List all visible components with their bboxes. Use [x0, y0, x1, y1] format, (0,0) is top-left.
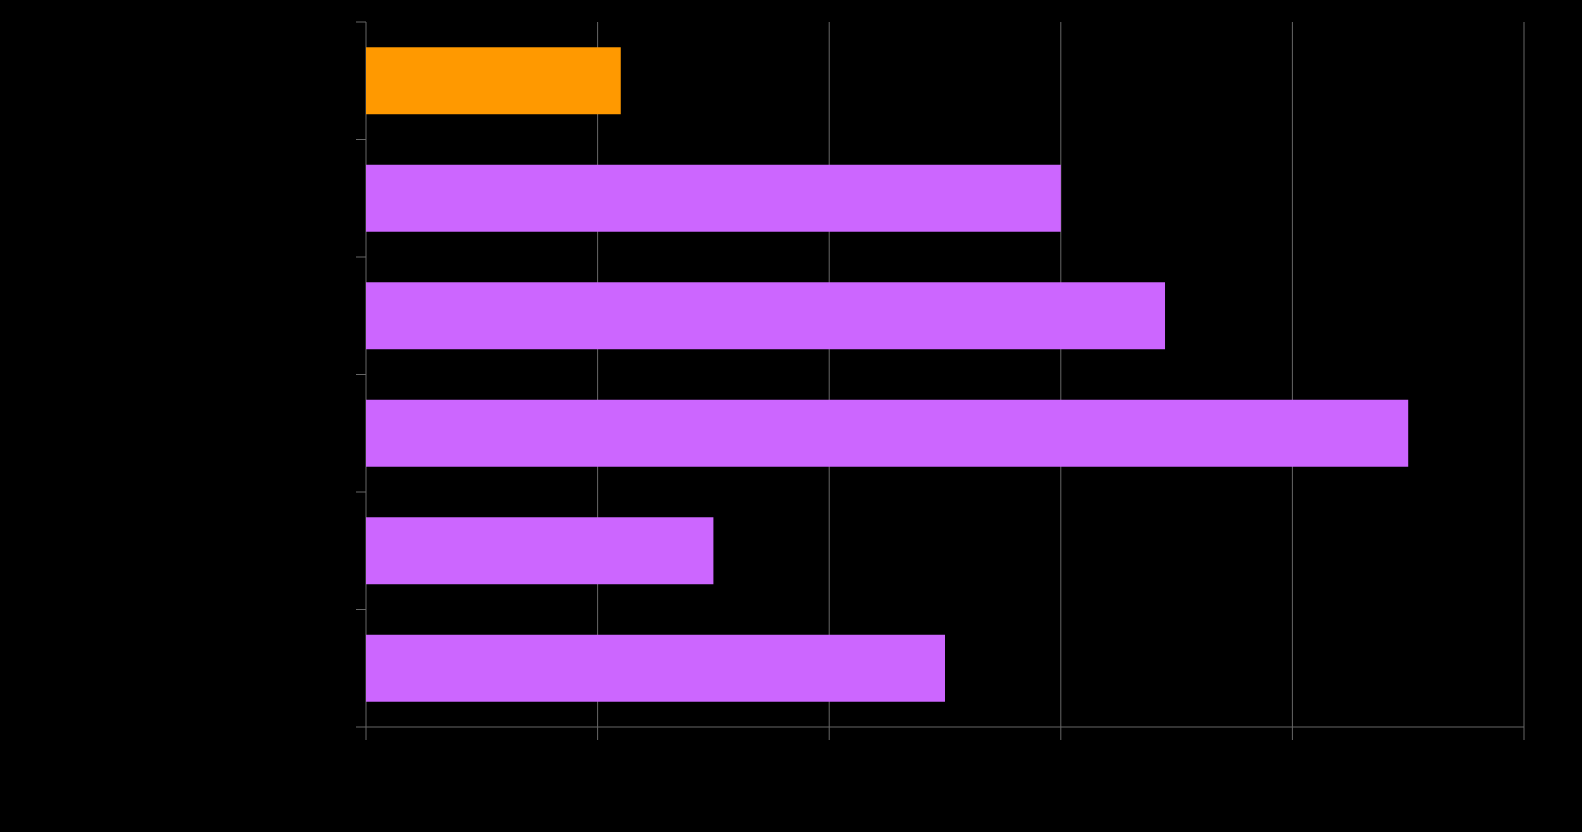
x-tick-label: 3: [1057, 746, 1065, 762]
bar: [366, 634, 945, 702]
bar: [366, 282, 1166, 350]
x-tick-label: 5: [1520, 746, 1528, 762]
bar: [366, 399, 1409, 467]
x-tick-label: 2: [825, 746, 833, 762]
x-tick-label: 0: [362, 746, 370, 762]
bar: [366, 164, 1061, 232]
bar: [366, 517, 714, 585]
x-tick-label: 4: [1289, 746, 1297, 762]
bar: [366, 47, 621, 115]
x-tick-label: 1: [594, 746, 602, 762]
